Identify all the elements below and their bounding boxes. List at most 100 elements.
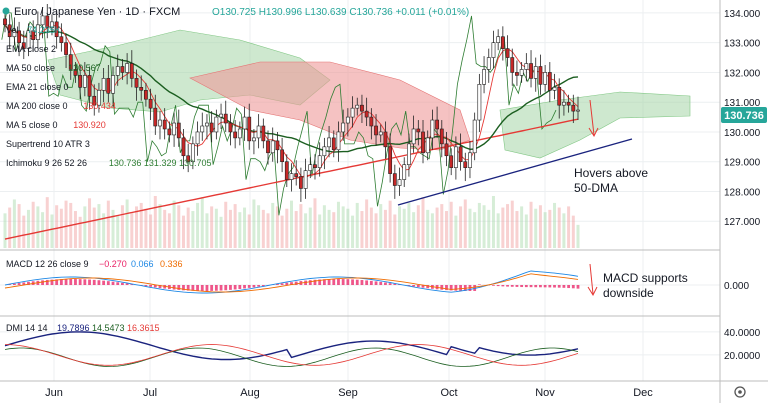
volume-bar: [543, 212, 547, 248]
indicator-legend[interactable]: Vol 74.235K EMA close 2 MA 50 close 130.567 E…: [6, 25, 212, 168]
candle: [144, 82, 148, 107]
macd-histogram-bar: [515, 285, 519, 287]
candle: [430, 109, 435, 150]
candle: [482, 56, 486, 94]
volume-bar: [435, 207, 439, 248]
volume-bar: [224, 201, 228, 248]
macd-histogram-bar: [88, 279, 91, 285]
ichimoku-cloud-future: [499, 91, 691, 159]
volume-bar: [416, 205, 420, 248]
candle: [139, 75, 144, 101]
candle: [552, 73, 557, 100]
macd-histogram-bar: [50, 279, 54, 285]
chart-header: Euro / Japanese Yen · 1D · FXCM O130.725…: [2, 6, 469, 18]
volume-bar: [299, 204, 303, 248]
volume-bar: [125, 199, 129, 248]
candle: [252, 128, 256, 155]
volume-bar: [266, 213, 270, 248]
volume-bar: [200, 197, 204, 248]
candle: [266, 130, 270, 165]
macd-histogram-bar: [64, 279, 68, 285]
gear-icon[interactable]: [734, 386, 746, 398]
candle: [120, 59, 125, 80]
macd-histogram-bar: [454, 285, 458, 291]
volume-bar: [501, 207, 505, 248]
macd-histogram-bar: [257, 285, 261, 287]
candle: [444, 131, 449, 167]
macd-histogram-bar: [539, 285, 542, 288]
volume-bar: [430, 213, 434, 248]
candle: [181, 128, 186, 170]
candle: [275, 131, 280, 164]
macd-histogram-bar: [172, 285, 176, 290]
candle: [510, 48, 515, 86]
volume-bar: [487, 209, 491, 248]
last-price-tag: 130.736: [721, 107, 767, 123]
volume-bar: [332, 212, 336, 248]
macd-histogram-bar: [529, 285, 533, 288]
macd-histogram-bar: [534, 285, 538, 288]
candle: [261, 118, 266, 149]
volume-bar: [3, 213, 7, 248]
candle: [205, 114, 209, 140]
candle: [543, 65, 548, 92]
macd-histogram-bar: [130, 284, 134, 285]
macd-histogram-bar: [280, 283, 284, 285]
candle: [228, 114, 233, 146]
macd-histogram-bar: [351, 279, 354, 285]
macd-histogram-bar: [346, 279, 350, 285]
volume-bar: [360, 211, 364, 248]
volume-bar: [120, 205, 124, 248]
volume-bar: [412, 212, 416, 248]
dmi-label[interactable]: DMI 14 14 19.7896 14.5473 16.3615: [6, 323, 160, 333]
volume-bar: [365, 199, 369, 248]
volume-bar: [64, 200, 68, 248]
macd-histogram-bar: [233, 285, 237, 290]
volume-bar: [172, 200, 176, 248]
volume-bar: [520, 206, 524, 248]
volume-bar: [327, 209, 331, 248]
annotation-hover-line2: 50-DMA: [574, 181, 618, 195]
macd-histogram-bar: [74, 279, 77, 285]
time-axis[interactable]: Jun Jul Aug Sep Oct Nov Dec: [45, 387, 653, 399]
macd-histogram-bar: [17, 283, 21, 285]
macd-histogram-bar: [102, 280, 106, 285]
annotation-macd-line1: MACD supports: [603, 271, 688, 285]
candle: [17, 21, 21, 57]
macd-histogram-bar: [576, 285, 580, 289]
price-axis[interactable]: 134.000 133.000 132.000 131.000 130.000 129.0…: [724, 9, 761, 362]
dmi-adx-value: 19.7896: [57, 323, 90, 333]
volume-bar: [130, 212, 134, 248]
dmi-tick-label: 20.0000: [724, 351, 761, 362]
macd-histogram-bar: [426, 285, 430, 289]
volume-bar: [379, 204, 383, 248]
macd-histogram-bar: [247, 285, 251, 288]
macd-histogram-bar: [106, 281, 110, 285]
macd-histogram-bar: [379, 281, 383, 285]
macd-histogram-bar: [149, 285, 152, 287]
macd-histogram-bar: [543, 285, 547, 288]
volume-bar: [163, 209, 167, 248]
macd-label[interactable]: MACD 12 26 close 9 −0.270 0.066 0.336: [6, 259, 183, 269]
candle: [303, 158, 308, 199]
volume-bar: [135, 206, 139, 248]
macd-histogram-bar: [97, 280, 101, 285]
candle: [421, 120, 425, 164]
volume-bar: [290, 200, 293, 248]
candle: [374, 114, 378, 146]
price-tick-label: 127.000: [724, 217, 761, 228]
macd-histogram-bar: [8, 284, 12, 285]
volume-bar: [50, 214, 54, 248]
macd-histogram-bar: [196, 285, 199, 291]
macd-histogram-bar: [144, 285, 148, 287]
candle: [463, 152, 468, 182]
macd-value: −0.270: [99, 259, 127, 269]
macd-histogram-bar: [261, 285, 265, 287]
candle: [392, 164, 397, 199]
candle: [383, 121, 388, 159]
candle: [101, 67, 106, 103]
volume-bar: [158, 204, 162, 248]
trend-line[interactable]: [397, 138, 633, 206]
symbol-title[interactable]: Euro / Japanese Yen · 1D · FXCM: [14, 6, 180, 18]
